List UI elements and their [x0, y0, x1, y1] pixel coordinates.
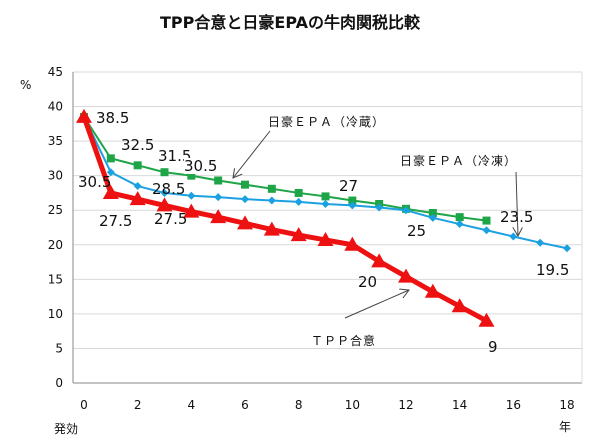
data-label: 9 — [488, 338, 498, 356]
y-tick-label: 5 — [55, 341, 63, 355]
data-point — [482, 216, 491, 225]
callout-arrow — [516, 171, 518, 236]
series-callout-tpp: ＴＰＰ合意 — [311, 334, 377, 348]
data-label: 23.5 — [500, 208, 534, 226]
x-tick-label: 4 — [188, 398, 196, 412]
x-axis-start-label: 発効 — [54, 422, 79, 436]
data-point — [317, 231, 334, 246]
x-tick-label: 2 — [134, 398, 142, 412]
data-label: 27.5 — [154, 210, 188, 228]
data-point — [160, 168, 169, 177]
data-point — [183, 203, 200, 218]
data-point — [398, 268, 414, 283]
data-label: 38.5 — [96, 109, 130, 127]
data-point — [106, 168, 115, 177]
data-point — [160, 188, 169, 197]
data-point — [321, 200, 330, 209]
callout-arrow — [344, 290, 409, 319]
data-label: 30.5 — [184, 157, 218, 175]
data-point — [237, 215, 253, 230]
y-tick-label: 25 — [48, 203, 63, 217]
data-label: 25 — [407, 222, 427, 240]
data-point — [241, 180, 249, 189]
data-point — [133, 182, 142, 191]
data-point — [106, 154, 115, 163]
data-point — [102, 184, 119, 199]
data-point — [344, 236, 361, 251]
data-point — [455, 220, 464, 229]
y-tick-label: 10 — [48, 307, 63, 321]
data-point — [402, 206, 410, 215]
callout-arrow — [233, 130, 271, 178]
y-tick-label: 20 — [48, 238, 63, 252]
y-axis-label: % — [20, 78, 32, 92]
data-point — [478, 312, 495, 327]
data-point — [214, 193, 223, 202]
x-axis-unit-label: 年 — [559, 420, 572, 434]
data-point — [156, 197, 173, 212]
data-point — [129, 191, 146, 206]
y-tick-label: 45 — [48, 65, 63, 79]
x-tick-label: 16 — [506, 398, 521, 412]
data-point — [294, 188, 303, 197]
data-point — [133, 161, 142, 170]
data-point — [267, 184, 276, 193]
data-point — [375, 203, 384, 212]
data-point — [187, 171, 196, 180]
data-point — [428, 208, 437, 217]
data-point — [321, 192, 330, 201]
data-point — [187, 191, 196, 200]
data-point — [76, 108, 92, 123]
data-point — [348, 196, 357, 205]
data-point — [451, 298, 468, 313]
x-tick-label: 0 — [80, 398, 88, 412]
y-tick-label: 0 — [55, 376, 63, 390]
series-callout-frozen: 日豪ＥＰＡ（冷凍） — [400, 154, 518, 168]
x-tick-label: 14 — [452, 398, 467, 412]
y-tick-label: 15 — [48, 272, 63, 286]
series-callout-chilled: 日豪ＥＰＡ（冷蔵） — [268, 115, 386, 129]
data-point — [241, 195, 249, 204]
data-point — [371, 253, 388, 268]
data-point — [536, 238, 545, 247]
data-point — [214, 176, 223, 185]
x-tick-label: 6 — [241, 398, 249, 412]
data-point — [428, 213, 437, 222]
series-line — [81, 116, 488, 323]
data-point — [267, 196, 276, 205]
data-label: 30.5 — [78, 173, 112, 191]
x-tick-label: 12 — [398, 398, 413, 412]
data-point — [509, 232, 518, 241]
data-point — [263, 221, 280, 236]
x-tick-label: 18 — [559, 398, 574, 412]
x-tick-label: 10 — [345, 398, 360, 412]
y-tick-label: 30 — [48, 169, 63, 183]
y-tick-label: 35 — [48, 134, 63, 148]
data-point — [348, 201, 357, 210]
data-label: 31.5 — [158, 147, 192, 165]
data-point — [294, 197, 303, 206]
data-point — [210, 209, 227, 224]
data-label: 19.5 — [536, 261, 570, 279]
data-label: 27 — [339, 177, 359, 195]
data-label: 28.5 — [152, 180, 186, 198]
series-line — [83, 116, 487, 222]
x-tick-label: 8 — [295, 398, 303, 412]
data-point — [482, 226, 491, 235]
y-tick-label: 40 — [48, 100, 63, 114]
data-point — [455, 213, 464, 222]
data-label: 27.5 — [99, 212, 133, 230]
data-label: 20 — [358, 273, 378, 291]
data-point — [290, 227, 307, 242]
data-label: 32.5 — [121, 136, 155, 154]
chart-title: TPP合意と日豪EPAの牛肉関税比較 — [160, 13, 420, 32]
data-point — [424, 283, 441, 298]
data-point — [563, 244, 571, 253]
